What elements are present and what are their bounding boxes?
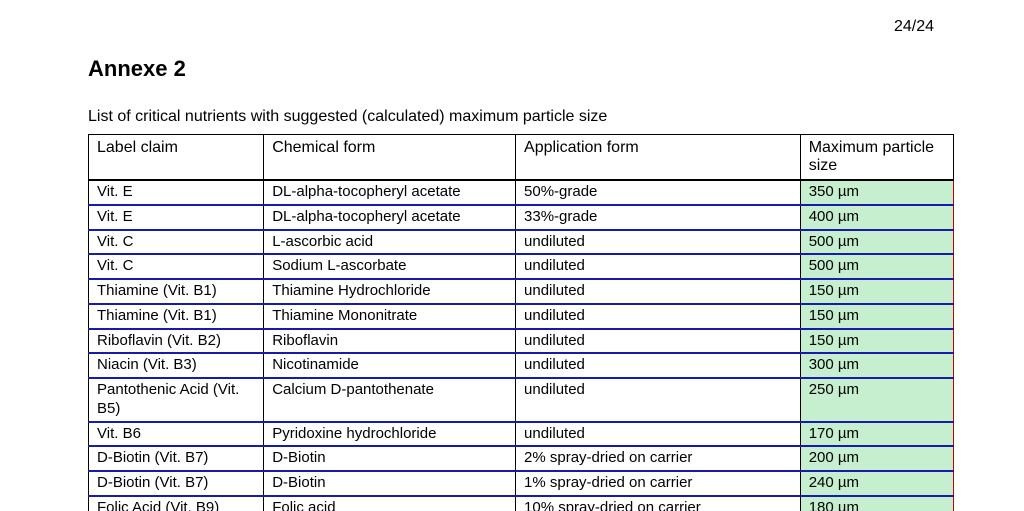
- cell-label-claim: D-Biotin (Vit. B7): [89, 446, 264, 471]
- cell-label-claim: Vit. B6: [89, 422, 264, 447]
- cell-chemical-form: Thiamine Hydrochloride: [264, 279, 516, 304]
- cell-label-claim: D-Biotin (Vit. B7): [89, 471, 264, 496]
- cell-label-claim: Vit. C: [89, 230, 264, 255]
- cell-max-particle-size: 170 µm: [800, 422, 953, 447]
- table-row: Vit. B6Pyridoxine hydrochlorideundiluted…: [89, 422, 954, 447]
- cell-chemical-form: Riboflavin: [264, 329, 516, 354]
- col-header-chemical-form: Chemical form: [264, 135, 516, 181]
- cell-chemical-form: Thiamine Mononitrate: [264, 304, 516, 329]
- cell-max-particle-size: 180 µm: [800, 496, 953, 511]
- table-row: Niacin (Vit. B3)Nicotinamideundiluted300…: [89, 353, 954, 378]
- cell-max-particle-size: 240 µm: [800, 471, 953, 496]
- cell-chemical-form: L-ascorbic acid: [264, 230, 516, 255]
- table-row: Thiamine (Vit. B1)Thiamine Hydrochloride…: [89, 279, 954, 304]
- table-row: Thiamine (Vit. B1)Thiamine Mononitrateun…: [89, 304, 954, 329]
- cell-application-form: 33%-grade: [516, 205, 801, 230]
- page-title: Annexe 2: [88, 56, 954, 82]
- table-row: Vit. EDL-alpha-tocopheryl acetate33%-gra…: [89, 205, 954, 230]
- cell-chemical-form: D-Biotin: [264, 471, 516, 496]
- cell-application-form: undiluted: [516, 230, 801, 255]
- table-row: Vit. EDL-alpha-tocopheryl acetate50%-gra…: [89, 180, 954, 205]
- page: 24/24 Annexe 2 List of critical nutrient…: [0, 0, 1024, 511]
- table-row: D-Biotin (Vit. B7)D-Biotin2% spray-dried…: [89, 446, 954, 471]
- page-number: 24/24: [894, 18, 934, 36]
- table-row: D-Biotin (Vit. B7)D-Biotin1% spray-dried…: [89, 471, 954, 496]
- cell-max-particle-size: 150 µm: [800, 279, 953, 304]
- cell-max-particle-size: 250 µm: [800, 378, 953, 422]
- cell-application-form: 2% spray-dried on carrier: [516, 446, 801, 471]
- cell-label-claim: Vit. E: [89, 180, 264, 205]
- nutrients-table: Label claim Chemical form Application fo…: [88, 134, 954, 511]
- cell-label-claim: Vit. C: [89, 254, 264, 279]
- cell-max-particle-size: 150 µm: [800, 304, 953, 329]
- cell-application-form: undiluted: [516, 279, 801, 304]
- cell-application-form: undiluted: [516, 329, 801, 354]
- cell-chemical-form: DL-alpha-tocopheryl acetate: [264, 205, 516, 230]
- col-header-application-form: Application form: [516, 135, 801, 181]
- table-body: Vit. EDL-alpha-tocopheryl acetate50%-gra…: [89, 180, 954, 511]
- cell-max-particle-size: 400 µm: [800, 205, 953, 230]
- cell-chemical-form: Nicotinamide: [264, 353, 516, 378]
- cell-application-form: undiluted: [516, 378, 801, 422]
- cell-label-claim: Niacin (Vit. B3): [89, 353, 264, 378]
- cell-max-particle-size: 500 µm: [800, 230, 953, 255]
- cell-chemical-form: Sodium L-ascorbate: [264, 254, 516, 279]
- cell-chemical-form: Folic acid: [264, 496, 516, 511]
- cell-max-particle-size: 150 µm: [800, 329, 953, 354]
- cell-application-form: 50%-grade: [516, 180, 801, 205]
- cell-label-claim: Thiamine (Vit. B1): [89, 304, 264, 329]
- cell-chemical-form: D-Biotin: [264, 446, 516, 471]
- col-header-label-claim: Label claim: [89, 135, 264, 181]
- page-subtitle: List of critical nutrients with suggeste…: [88, 108, 954, 126]
- cell-max-particle-size: 200 µm: [800, 446, 953, 471]
- table-row: Vit. CL-ascorbic acidundiluted500 µm: [89, 230, 954, 255]
- cell-chemical-form: DL-alpha-tocopheryl acetate: [264, 180, 516, 205]
- table-header-row: Label claim Chemical form Application fo…: [89, 135, 954, 181]
- cell-application-form: 1% spray-dried on carrier: [516, 471, 801, 496]
- col-header-max-particle-size: Maximum particle size: [800, 135, 953, 181]
- cell-chemical-form: Calcium D-pantothenate: [264, 378, 516, 422]
- cell-max-particle-size: 300 µm: [800, 353, 953, 378]
- table-row: Vit. CSodium L-ascorbateundiluted500 µm: [89, 254, 954, 279]
- cell-label-claim: Vit. E: [89, 205, 264, 230]
- table-row: Folic Acid (Vit. B9)Folic acid10% spray-…: [89, 496, 954, 511]
- cell-label-claim: Pantothenic Acid (Vit. B5): [89, 378, 264, 422]
- cell-label-claim: Folic Acid (Vit. B9): [89, 496, 264, 511]
- cell-chemical-form: Pyridoxine hydrochloride: [264, 422, 516, 447]
- table-row: Riboflavin (Vit. B2)Riboflavinundiluted1…: [89, 329, 954, 354]
- cell-label-claim: Riboflavin (Vit. B2): [89, 329, 264, 354]
- cell-application-form: 10% spray-dried on carrier: [516, 496, 801, 511]
- cell-application-form: undiluted: [516, 254, 801, 279]
- table-row: Pantothenic Acid (Vit. B5)Calcium D-pant…: [89, 378, 954, 422]
- cell-label-claim: Thiamine (Vit. B1): [89, 279, 264, 304]
- cell-application-form: undiluted: [516, 353, 801, 378]
- cell-max-particle-size: 350 µm: [800, 180, 953, 205]
- cell-application-form: undiluted: [516, 422, 801, 447]
- cell-max-particle-size: 500 µm: [800, 254, 953, 279]
- cell-application-form: undiluted: [516, 304, 801, 329]
